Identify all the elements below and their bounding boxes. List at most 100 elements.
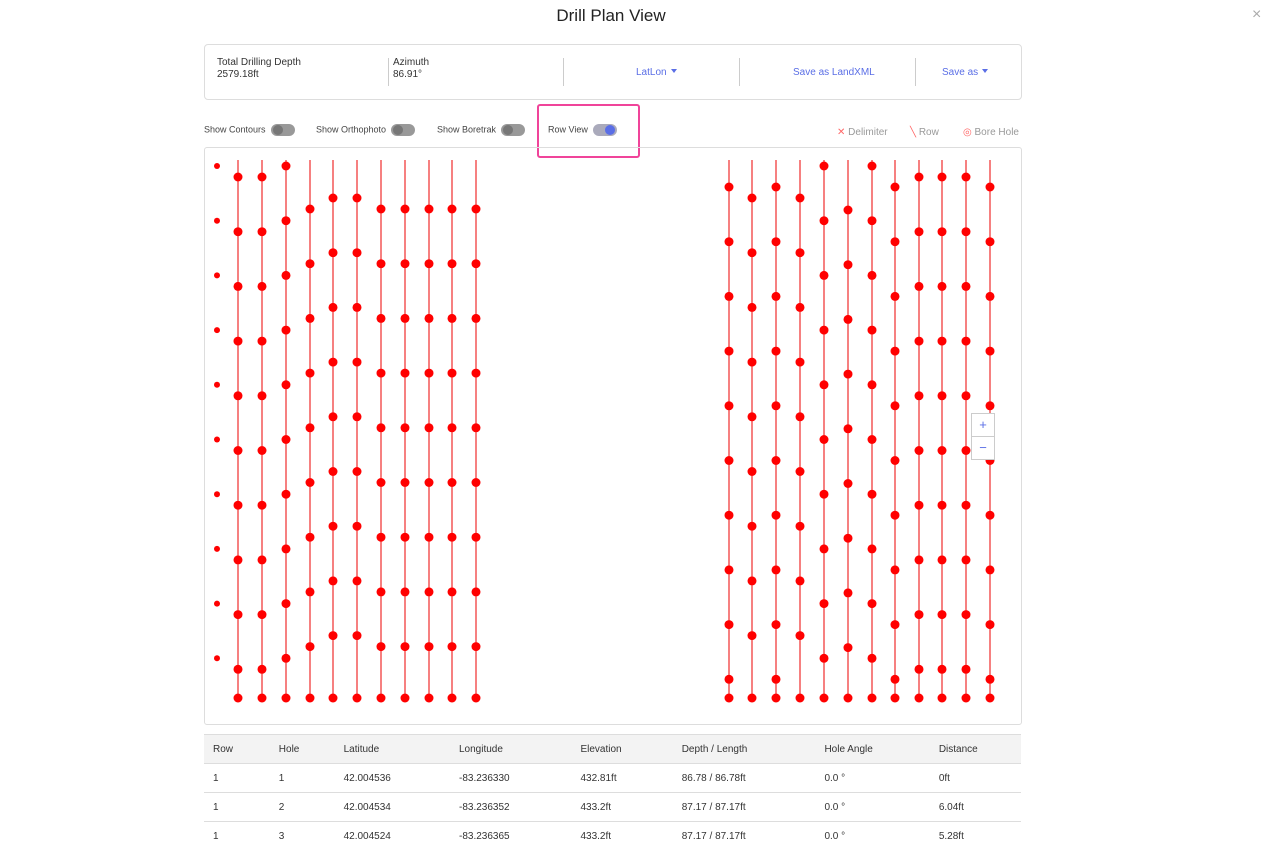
bore-hole (724, 456, 734, 465)
table-cell: 0.0 ° (815, 792, 930, 822)
bore-hole (305, 693, 315, 703)
bore-hole (352, 576, 362, 586)
table-cell: 432.81ft (571, 763, 673, 793)
bore-hole (400, 642, 410, 652)
bore-hole (233, 336, 243, 346)
close-button[interactable]: × (1252, 6, 1262, 23)
bore-hole (214, 272, 220, 279)
bore-hole (328, 693, 338, 703)
bore-hole (214, 436, 220, 443)
bore-hole (937, 391, 947, 401)
bore-hole (843, 260, 853, 270)
bore-hole (819, 270, 829, 280)
bore-hole (447, 478, 457, 487)
legend-borehole: ◎ Bore Hole (963, 127, 1019, 138)
save-as-dropdown[interactable]: Save as (942, 67, 988, 78)
bore-hole (795, 467, 805, 476)
latlon-dropdown[interactable]: LatLon (636, 67, 677, 78)
bore-hole (214, 655, 220, 662)
bore-hole (771, 565, 781, 575)
legend-text: Delimiter (848, 127, 888, 138)
bore-hole (424, 478, 434, 487)
bore-hole (328, 248, 338, 258)
bore-hole (305, 368, 315, 378)
bore-hole (747, 193, 757, 203)
highlight (537, 104, 640, 158)
bore-hole (747, 631, 757, 641)
table-cell: 2 (269, 792, 335, 822)
bore-hole (233, 610, 243, 620)
bore-hole (257, 446, 267, 455)
table-cell: -83.236365 (449, 821, 572, 850)
zoom-out[interactable]: − (979, 440, 987, 455)
bore-hole (724, 620, 734, 630)
bore-hole (471, 642, 481, 652)
bore-hole (305, 259, 315, 269)
toggle[interactable]: Show Boretrak (437, 124, 526, 136)
table-row: 1 1 42.004536 -83.236330 432.81ft 86.78 / 86.… (204, 763, 1021, 793)
bore-hole (795, 576, 805, 586)
bore-hole (400, 313, 410, 323)
bore-hole (961, 281, 971, 291)
bore-hole (471, 693, 481, 703)
bore-hole (352, 521, 362, 531)
bore-hole (985, 620, 995, 630)
bore-hole (724, 401, 734, 411)
bore-hole (771, 674, 781, 684)
bore-hole (257, 172, 267, 182)
bore-hole (961, 693, 971, 703)
zoom-in[interactable]: + (972, 414, 994, 437)
bore-hole (985, 693, 995, 703)
bore-hole (352, 631, 362, 641)
bore-hole (914, 555, 924, 565)
bore-hole (233, 446, 243, 455)
bore-hole (233, 391, 243, 401)
toggle[interactable]: Show Contours (204, 124, 295, 136)
table-cell: -83.236352 (449, 792, 572, 822)
bore-hole (843, 205, 853, 215)
bore-hole (305, 532, 315, 542)
bore-hole (257, 227, 267, 237)
bore-hole (328, 631, 338, 641)
bore-hole (937, 446, 947, 455)
bore-hole (890, 510, 900, 520)
toggle[interactable]: Row View (548, 124, 617, 136)
bore-hole (843, 424, 853, 434)
bore-hole (352, 248, 362, 258)
bore-hole (771, 401, 781, 411)
table-cell: 86.78 / 86.78ft (672, 763, 816, 793)
bore-hole (985, 346, 995, 356)
bore-hole (937, 336, 947, 346)
bore-hole (400, 587, 410, 597)
bore-hole (985, 674, 995, 684)
column-header: Hole (269, 734, 335, 764)
bore-hole (447, 587, 457, 597)
bore-hole (447, 204, 457, 214)
table-cell: 0.0 ° (815, 763, 930, 793)
bore-hole (914, 693, 924, 703)
toggle[interactable]: Show Orthophoto (316, 124, 416, 136)
bore-hole (257, 610, 267, 620)
bore-hole (914, 227, 924, 237)
bore-hole (447, 532, 457, 542)
bore-hole (281, 270, 291, 280)
bore-hole (867, 693, 877, 703)
bore-hole (867, 270, 877, 280)
bore-hole (819, 653, 829, 663)
plan-view[interactable] (204, 147, 1022, 725)
bore-hole (795, 357, 805, 367)
table-cell: 433.2ft (571, 821, 673, 850)
bore-hole (890, 291, 900, 301)
holes-table: Row Hole Latitude Longitude Elevation Depth /… (204, 734, 1021, 850)
bore-hole (471, 313, 481, 323)
save-landxml[interactable]: Save as LandXML (793, 67, 875, 78)
bore-hole (961, 391, 971, 401)
bore-hole (961, 172, 971, 182)
bore-hole (281, 489, 291, 499)
bore-hole (352, 357, 362, 367)
bore-hole (214, 217, 220, 224)
bore-hole (843, 533, 853, 543)
table-cell: 42.004524 (334, 821, 450, 850)
bore-hole (281, 544, 291, 554)
bore-hole (214, 545, 220, 552)
